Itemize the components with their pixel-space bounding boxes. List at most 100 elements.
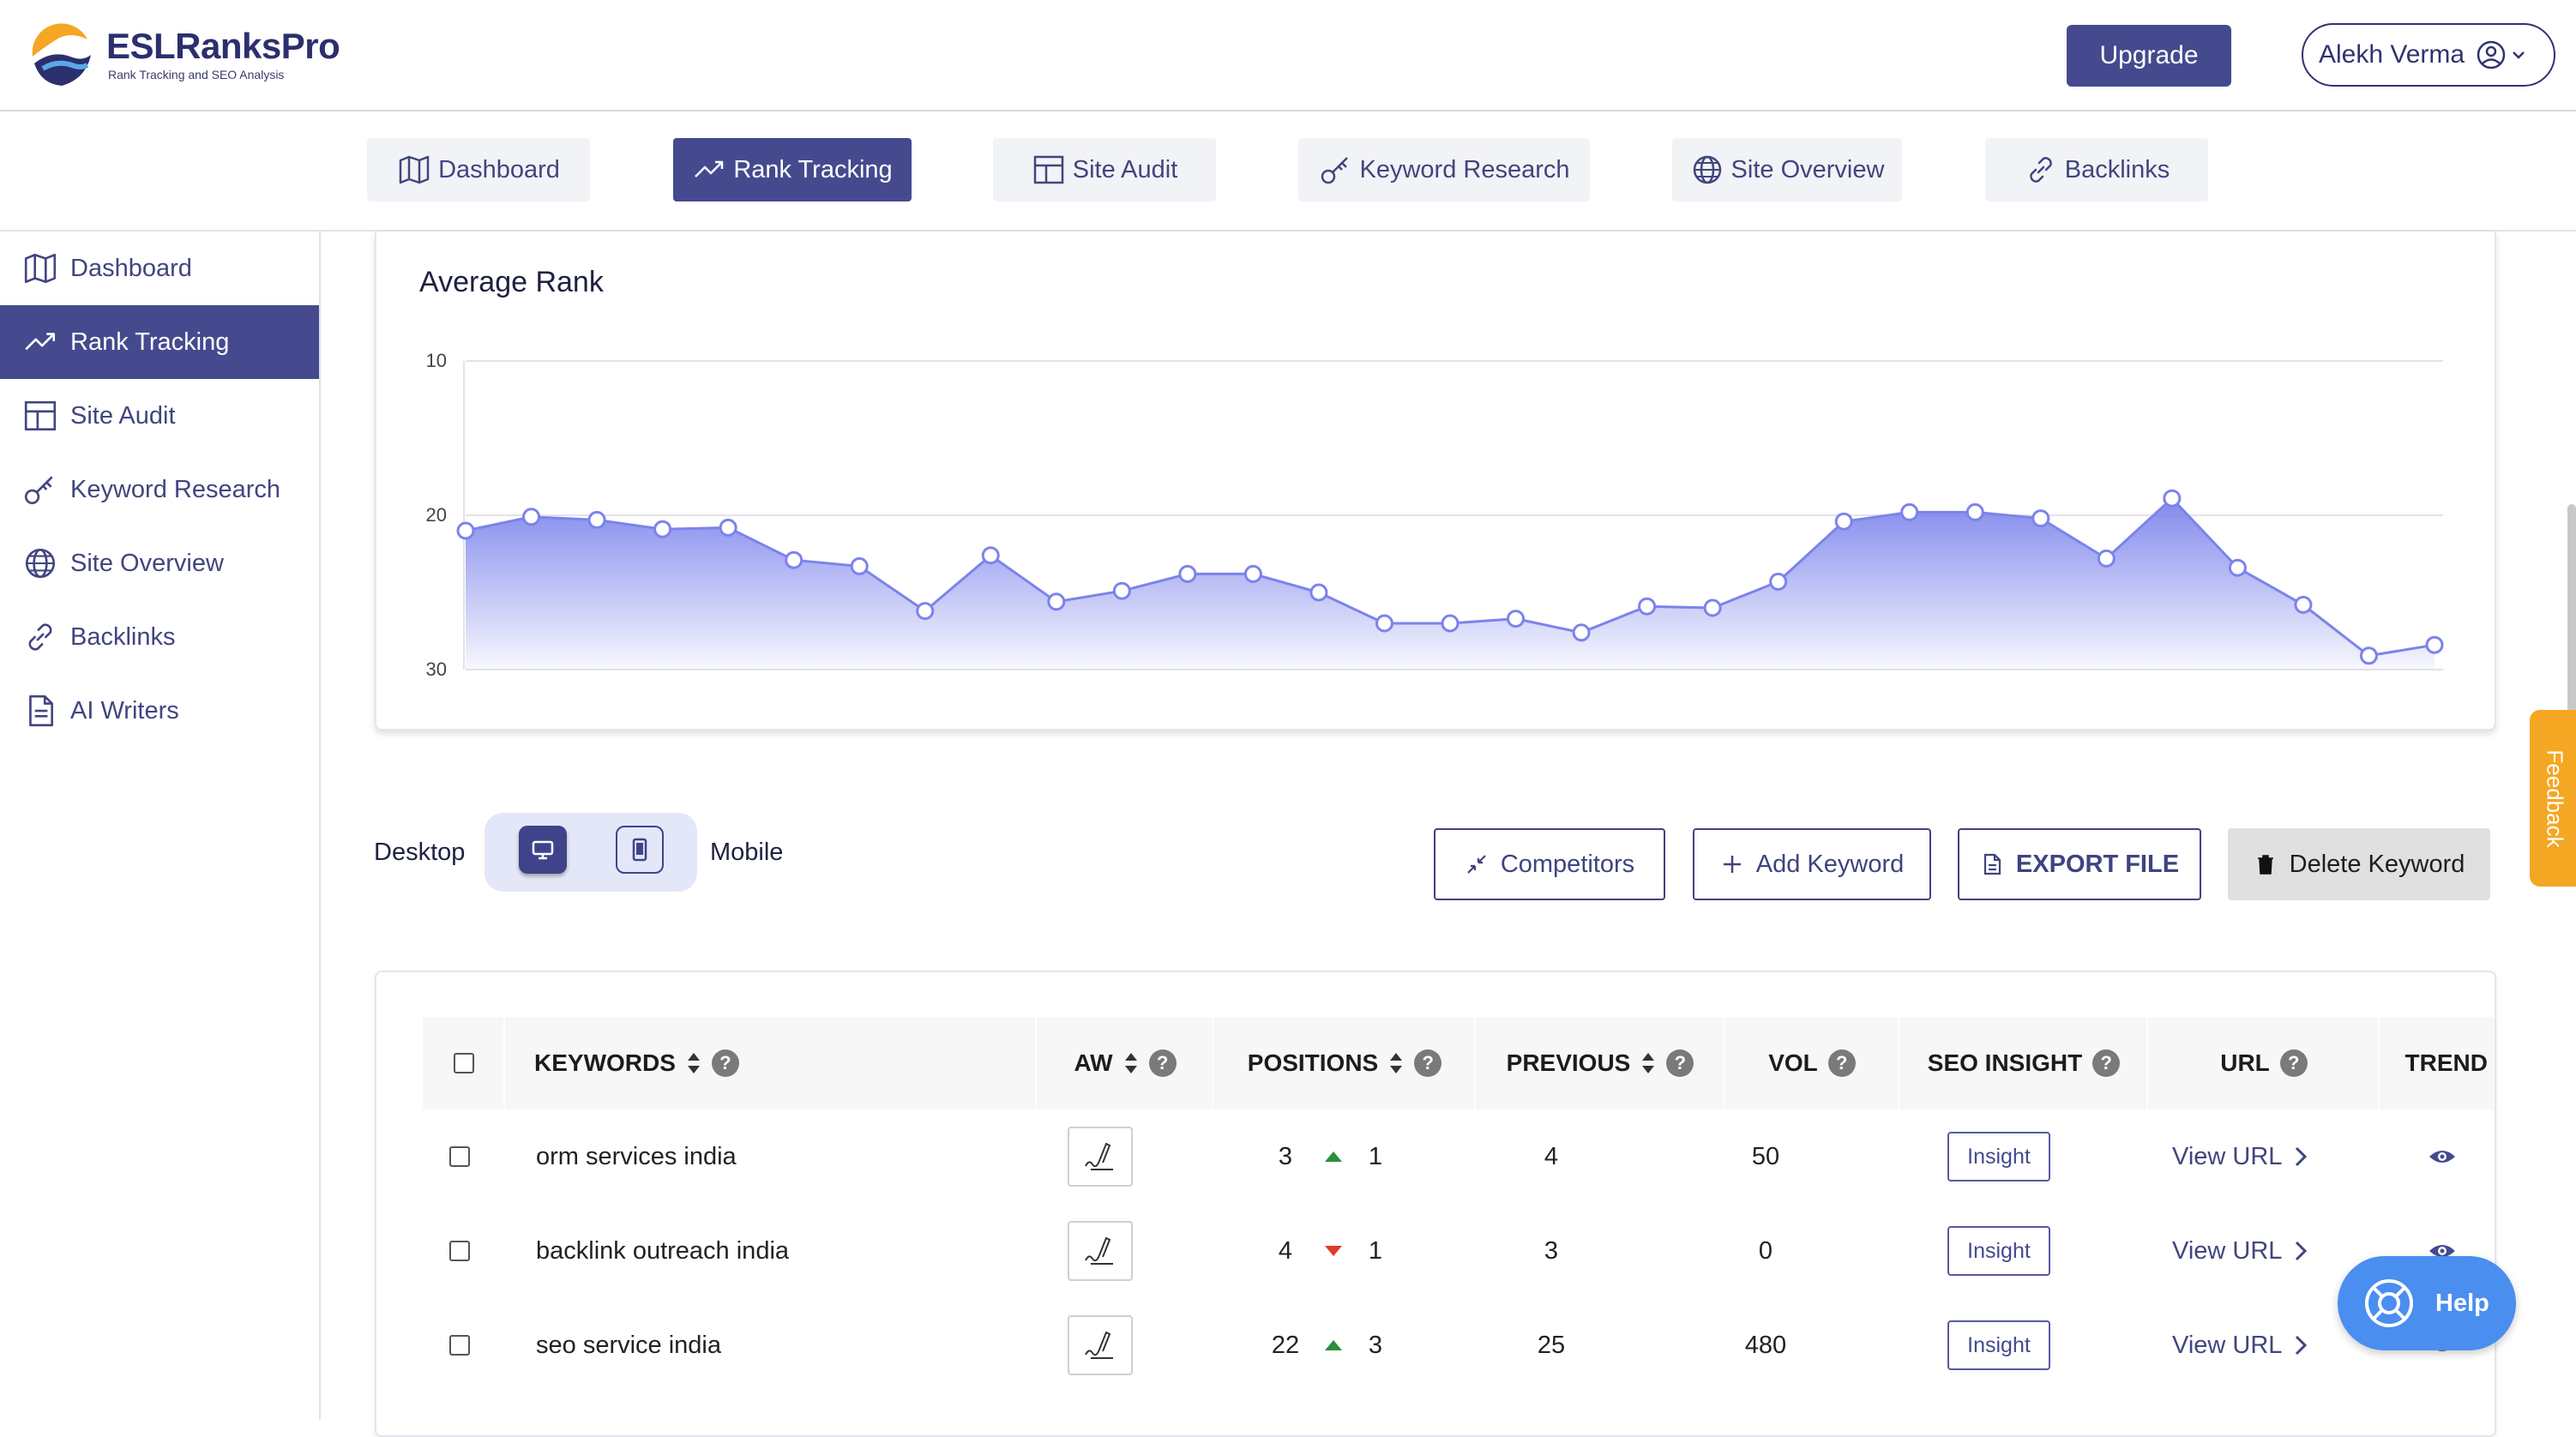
pen-signature-icon[interactable] [1068, 1315, 1133, 1375]
data-point[interactable] [653, 520, 672, 538]
help-question-icon[interactable]: ? [1148, 1049, 1177, 1077]
sort-icon[interactable] [1640, 1050, 1656, 1076]
row-checkbox[interactable] [449, 1146, 470, 1167]
user-menu-button[interactable]: Alekh Verma [2302, 23, 2555, 87]
data-point[interactable] [1900, 502, 1919, 521]
delete-keyword-button[interactable]: Delete Keyword [2228, 828, 2490, 900]
sidebar-item-rank-tracking[interactable]: Rank Tracking [0, 305, 319, 379]
eye-icon[interactable] [2428, 1241, 2457, 1261]
sidebar-item-site-audit[interactable]: Site Audit [0, 379, 319, 453]
data-point[interactable] [1375, 614, 1393, 633]
data-point[interactable] [981, 546, 1000, 565]
export-file-button[interactable]: EXPORT FILE [1958, 828, 2201, 900]
data-point[interactable] [522, 508, 541, 526]
tab-dashboard[interactable]: Dashboard [367, 138, 590, 201]
data-point[interactable] [587, 510, 606, 529]
sidebar-item-dashboard[interactable]: Dashboard [0, 231, 319, 305]
row-checkbox[interactable] [449, 1241, 470, 1261]
feedback-tab[interactable]: Feedback [2530, 710, 2576, 887]
sidebar-item-ai-writers[interactable]: AI Writers [0, 674, 319, 748]
chevron-right-icon [2296, 1335, 2308, 1356]
header-trend-label: TREND [2404, 1049, 2488, 1076]
page-scrollbar[interactable] [2567, 504, 2576, 727]
data-point[interactable] [1047, 592, 1066, 611]
data-point[interactable] [850, 556, 869, 575]
collapse-arrows-icon [1467, 855, 1486, 874]
data-point[interactable] [456, 521, 475, 540]
header-aw[interactable]: AW ? [1037, 1017, 1213, 1109]
header-trend: TREND [2380, 1017, 2495, 1109]
row-checkbox[interactable] [449, 1335, 470, 1356]
y-tick-label: 30 [426, 658, 447, 680]
help-question-icon[interactable]: ? [1827, 1049, 1856, 1077]
data-point[interactable] [1638, 597, 1657, 616]
data-point[interactable] [2228, 558, 2247, 577]
help-question-icon[interactable]: ? [1666, 1049, 1694, 1077]
tab-rank-tracking[interactable]: Rank Tracking [673, 138, 912, 201]
select-all-checkbox[interactable] [454, 1053, 474, 1073]
eye-icon[interactable] [2428, 1146, 2457, 1167]
help-question-icon[interactable]: ? [2279, 1049, 2308, 1077]
mobile-toggle-button[interactable] [616, 826, 664, 874]
pen-signature-icon[interactable] [1068, 1127, 1133, 1187]
data-point[interactable] [2425, 635, 2444, 654]
view-url-link[interactable]: View URL [2172, 1298, 2308, 1392]
tab-site-overview[interactable]: Site Overview [1672, 138, 1902, 201]
insight-button[interactable]: Insight [1947, 1320, 2050, 1370]
help-button[interactable]: Help [2338, 1256, 2516, 1350]
tab-keyword-research[interactable]: Keyword Research [1298, 138, 1590, 201]
help-question-icon[interactable]: ? [1414, 1049, 1442, 1077]
data-point[interactable] [719, 518, 737, 537]
insight-button[interactable]: Insight [1947, 1132, 2050, 1181]
change-indicator [1325, 1109, 1342, 1204]
data-point[interactable] [2097, 549, 2116, 568]
header-previous[interactable]: PREVIOUS ? [1476, 1017, 1724, 1109]
tab-site-audit[interactable]: Site Audit [993, 138, 1216, 201]
competitors-button[interactable]: Competitors [1434, 828, 1665, 900]
sidebar-item-backlinks[interactable]: Backlinks [0, 600, 319, 674]
data-point[interactable] [1441, 614, 1460, 633]
insight-button[interactable]: Insight [1947, 1226, 2050, 1276]
data-point[interactable] [1965, 502, 1984, 521]
sidebar-item-site-overview[interactable]: Site Overview [0, 526, 319, 600]
header-positions[interactable]: POSITIONS ? [1213, 1017, 1476, 1109]
data-point[interactable] [1769, 572, 1788, 591]
brand-logo[interactable] [26, 19, 98, 91]
chevron-down-icon [2513, 51, 2525, 59]
key-icon [24, 476, 53, 505]
sidebar: Dashboard Rank Tracking Site Audit Keywo… [0, 231, 321, 1420]
data-point[interactable] [1112, 581, 1131, 600]
header-keywords[interactable]: KEYWORDS ? [505, 1017, 1037, 1109]
view-url-link[interactable]: View URL [2172, 1109, 2308, 1204]
data-point[interactable] [2359, 646, 2378, 665]
data-point[interactable] [2294, 595, 2313, 614]
data-point[interactable] [1178, 564, 1197, 583]
help-question-icon[interactable]: ? [2092, 1049, 2121, 1077]
sort-icon[interactable] [686, 1050, 701, 1076]
pen-signature-icon[interactable] [1068, 1221, 1133, 1281]
data-point[interactable] [2163, 489, 2182, 508]
help-question-icon[interactable]: ? [711, 1049, 739, 1077]
data-point[interactable] [916, 602, 935, 621]
desktop-label: Desktop [374, 839, 466, 866]
view-url-link[interactable]: View URL [2172, 1204, 2308, 1298]
data-point[interactable] [2031, 509, 2050, 528]
data-point[interactable] [1834, 512, 1853, 531]
keyword-cell: seo service india [536, 1331, 721, 1359]
tab-backlinks[interactable]: Backlinks [1985, 138, 2208, 201]
data-point[interactable] [785, 550, 803, 569]
sort-icon[interactable] [1388, 1050, 1404, 1076]
add-keyword-button[interactable]: Add Keyword [1693, 828, 1931, 900]
sidebar-item-keyword-research[interactable]: Keyword Research [0, 453, 319, 526]
data-point[interactable] [1507, 610, 1526, 628]
data-point[interactable] [1309, 583, 1328, 602]
tab-label: Site Overview [1730, 155, 1885, 183]
data-point[interactable] [1572, 623, 1591, 642]
desktop-toggle-button[interactable] [519, 826, 567, 874]
sort-icon[interactable] [1123, 1050, 1139, 1076]
upgrade-button[interactable]: Upgrade [2067, 25, 2231, 87]
table-header: KEYWORDS ? AW ? POSITIONS ? PREVIOUS ? V… [423, 1017, 2495, 1109]
data-point[interactable] [1243, 564, 1262, 583]
position-cell: 3 [1278, 1142, 1293, 1170]
data-point[interactable] [1703, 598, 1722, 617]
